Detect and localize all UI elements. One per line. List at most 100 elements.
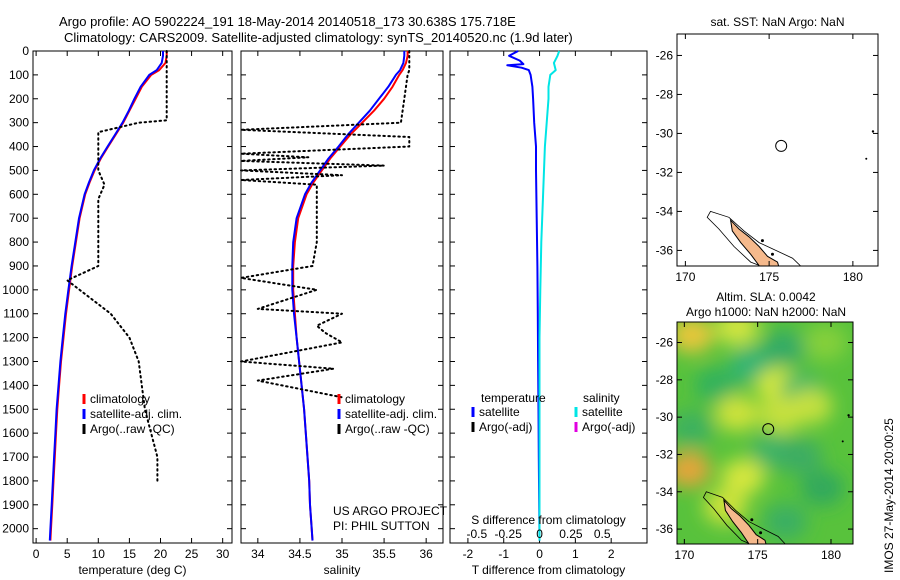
sla-map-ytick-label: -30 bbox=[656, 410, 674, 424]
salinity-xtick-label: 36 bbox=[419, 547, 433, 561]
sla-blob bbox=[677, 451, 711, 488]
depth-tick-label: 100 bbox=[9, 68, 29, 82]
sla-blob bbox=[715, 395, 760, 432]
sst-map-ytick-label: -26 bbox=[656, 48, 674, 62]
temperature-xtick-label: 15 bbox=[123, 547, 137, 561]
series-line-salinity-satellite bbox=[538, 50, 561, 541]
depth-tick-label: 1700 bbox=[2, 450, 29, 464]
sst-map-xtick-label: 175 bbox=[759, 270, 779, 284]
depth-tick-label: 1500 bbox=[2, 402, 29, 416]
sla-map-xtick-label: 175 bbox=[748, 548, 768, 562]
temperature-frame bbox=[32, 50, 233, 544]
island-dot bbox=[847, 414, 850, 417]
difference-top-tick-label: 0 bbox=[536, 527, 543, 541]
island-dot bbox=[759, 531, 763, 535]
sst-map-ytick-label: -30 bbox=[656, 126, 674, 140]
difference-legend-title-temperature: temperature bbox=[481, 391, 546, 405]
sla-field bbox=[677, 322, 848, 540]
island-dot bbox=[841, 440, 844, 443]
depth-tick-label: 900 bbox=[9, 259, 29, 273]
temperature-xtick-label: 20 bbox=[154, 547, 168, 561]
sla-map-ytick-label: -26 bbox=[656, 336, 674, 350]
difference-legend-entry: Argo(-adj) bbox=[582, 420, 635, 434]
island-dot bbox=[760, 239, 764, 243]
series-line-temperature-satellite bbox=[506, 50, 541, 541]
temperature-xlabel: temperature (deg C) bbox=[78, 563, 186, 577]
sla-blob bbox=[694, 367, 739, 404]
nz-shelf-contour bbox=[702, 491, 786, 544]
depth-tick-label: 1400 bbox=[2, 378, 29, 392]
figure-titles: Argo profile: AO 5902224_191 18-May-2014… bbox=[59, 14, 573, 45]
temperature-xtick-label: 0 bbox=[33, 547, 40, 561]
temperature-xtick-label: 10 bbox=[92, 547, 106, 561]
sst-map-title: sat. SST: NaN Argo: NaN bbox=[710, 15, 844, 29]
island-dot bbox=[770, 252, 774, 256]
sla-blob bbox=[800, 470, 845, 507]
title-line-1: Argo profile: AO 5902224_191 18-May-2014… bbox=[59, 14, 516, 29]
nz-land bbox=[723, 498, 767, 544]
sla-map-content bbox=[677, 322, 853, 544]
depth-tick-label: 600 bbox=[9, 187, 29, 201]
sst-map-ytick-label: -34 bbox=[656, 204, 674, 218]
sla-blob bbox=[763, 503, 808, 540]
sla-blob bbox=[803, 324, 848, 361]
sla-map-ytick-label: -28 bbox=[656, 373, 674, 387]
sla-map-ytick-label: -32 bbox=[656, 447, 674, 461]
depth-tick-label: 1000 bbox=[2, 283, 29, 297]
difference-panel: -2 -1 0 1 2 T difference from climatology -0.5… bbox=[449, 50, 648, 577]
difference-xtick-label: 1 bbox=[572, 547, 579, 561]
depth-tick-label: 1200 bbox=[2, 331, 29, 345]
depth-tick-label: 1600 bbox=[2, 426, 29, 440]
series-line-satellite-adj-clim- bbox=[291, 51, 406, 541]
temperature-legend-entry: climatology bbox=[90, 392, 150, 406]
difference-legend-entry: satellite bbox=[479, 405, 520, 419]
difference-xtick-label: 0 bbox=[536, 547, 543, 561]
island-dot bbox=[750, 518, 754, 522]
project-label: US ARGO PROJECT bbox=[333, 504, 448, 518]
salinity-xtick-label: 34.5 bbox=[288, 547, 312, 561]
sla-map-title: Altim. SLA: 0.0042 bbox=[716, 290, 816, 304]
temperature-panel: 0 5 10 15 20 25 30 temperature (deg C) 0 100 200 30… bbox=[2, 44, 233, 577]
series-line-argo-raw-qc- bbox=[66, 50, 168, 482]
temperature-legend-entry: Argo(..raw -QC) bbox=[90, 422, 175, 436]
difference-top-tick-label: 0.5 bbox=[594, 527, 611, 541]
depth-tick-label: 500 bbox=[9, 163, 29, 177]
salinity-legend-entry: Argo(..raw -QC) bbox=[345, 422, 430, 436]
depth-tick-label: 700 bbox=[9, 211, 29, 225]
sla-map-frame bbox=[676, 321, 854, 545]
salinity-xtick-label: 35 bbox=[335, 547, 349, 561]
series-line-satellite-adj-clim- bbox=[48, 51, 164, 541]
difference-xtick-label: -2 bbox=[463, 547, 474, 561]
depth-tick-label: 800 bbox=[9, 235, 29, 249]
difference-xlabel: T difference from climatology bbox=[472, 563, 626, 577]
difference-frame bbox=[449, 50, 648, 544]
sla-map-subtitle: Argo h1000: NaN h2000: NaN bbox=[686, 305, 846, 319]
depth-tick-label: 400 bbox=[9, 140, 29, 154]
depth-tick-label: 1100 bbox=[3, 307, 29, 321]
difference-xtick-label: 2 bbox=[608, 547, 615, 561]
island-dot bbox=[871, 130, 875, 133]
sst-map-panel: sat. SST: NaN Argo: NaN 170 175 180 -26 -28 -3… bbox=[656, 15, 879, 284]
sst-map-content bbox=[706, 210, 802, 266]
salinity-panel: 34 34.5 35 35.5 36 salinity climatologysatelli… bbox=[240, 50, 444, 577]
sst-map-ytick-label: -32 bbox=[656, 165, 674, 179]
depth-tick-label: 1900 bbox=[2, 498, 29, 512]
difference-top-tick-label: -0.5 bbox=[467, 527, 488, 541]
depth-tick-label: 1800 bbox=[2, 474, 29, 488]
depth-tick-label: 300 bbox=[9, 116, 29, 130]
difference-legend-entry: Argo(-adj) bbox=[479, 420, 532, 434]
argo-float-marker bbox=[762, 423, 775, 436]
nz-shelf-contour bbox=[706, 210, 802, 266]
depth-tick-label: 1300 bbox=[2, 354, 29, 368]
temperature-xtick-label: 5 bbox=[64, 547, 71, 561]
series-line-climatology bbox=[292, 51, 409, 541]
sla-blob bbox=[677, 322, 714, 354]
depth-tick-label: 200 bbox=[9, 92, 29, 106]
depth-tick-label: 0 bbox=[22, 44, 29, 58]
salinity-legend-entry: satellite-adj. clim. bbox=[345, 407, 437, 421]
difference-legend-entry: satellite bbox=[582, 405, 623, 419]
series-line-argo-raw-qc- bbox=[240, 50, 411, 399]
temperature-xtick-label: 30 bbox=[216, 547, 230, 561]
